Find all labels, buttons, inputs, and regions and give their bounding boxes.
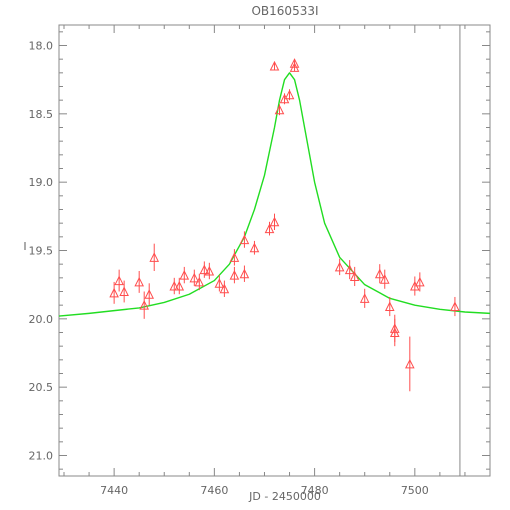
x-tick-label: 7480: [301, 484, 329, 497]
y-tick-label: 19.5: [29, 245, 54, 258]
data-point-triangle: [359, 293, 370, 303]
data-point-triangle: [199, 264, 210, 275]
data-point-triangle: [349, 271, 360, 281]
data-point-triangle: [204, 265, 215, 276]
data-points-layer: [109, 58, 460, 392]
y-tick-label: 18.0: [29, 40, 54, 53]
y-tick-label: 18.5: [29, 108, 54, 121]
x-tick-label: 7460: [200, 484, 228, 497]
data-point-triangle: [229, 269, 240, 280]
data-point-triangle: [194, 276, 205, 287]
data-point-triangle: [139, 300, 150, 310]
data-point-triangle: [415, 276, 425, 287]
x-tick-label: 7500: [401, 484, 429, 497]
data-point-triangle: [379, 274, 390, 284]
y-tick-label: 21.0: [29, 450, 54, 463]
data-point-triangle: [239, 234, 250, 245]
x-axis: 7440 7460 7480 7500: [63, 25, 491, 497]
data-point-triangle: [405, 358, 415, 369]
data-point-triangle: [239, 268, 250, 279]
y-axis-label: I: [23, 240, 26, 253]
data-point-triangle: [450, 301, 460, 312]
y-tick-label: 20.5: [29, 381, 54, 394]
y-axis: 18.0 18.5 19.0 19.5 20.0 20.5 21.0: [29, 31, 490, 470]
data-point-triangle: [134, 276, 144, 287]
data-point-triangle: [284, 89, 295, 100]
data-point-triangle: [219, 283, 230, 294]
data-point-triangle: [269, 216, 280, 227]
x-tick-label: 7440: [100, 484, 128, 497]
data-point-triangle: [249, 242, 260, 253]
chart-title: OB160533I: [251, 4, 318, 18]
data-point-triangle: [344, 264, 355, 275]
data-point-triangle: [229, 252, 240, 262]
model-curve: [58, 72, 491, 317]
data-point-triangle: [289, 62, 300, 72]
data-point-triangle: [214, 278, 225, 288]
data-point-triangle: [389, 327, 400, 337]
data-point-triangle: [174, 280, 185, 291]
y-tick-label: 20.0: [29, 313, 54, 326]
data-point-triangle: [109, 287, 119, 298]
model-curve-layer: [58, 72, 491, 317]
data-point-triangle: [264, 223, 275, 234]
data-point-triangle: [169, 280, 180, 291]
data-point-triangle: [179, 269, 190, 280]
data-point-triangle: [269, 60, 280, 71]
x-axis-label: JD - 2450000: [248, 490, 321, 503]
data-point-triangle: [374, 268, 385, 279]
data-point-triangle: [189, 272, 200, 283]
data-point-triangle: [144, 289, 155, 299]
y-tick-label: 19.0: [29, 176, 54, 189]
data-point-triangle: [114, 275, 124, 286]
data-point-triangle: [149, 252, 160, 262]
data-point-triangle: [384, 301, 395, 312]
data-point-triangle: [119, 286, 129, 296]
data-point-triangle: [274, 104, 285, 115]
plot-frame: [58, 24, 491, 477]
data-point-triangle: [334, 261, 345, 272]
